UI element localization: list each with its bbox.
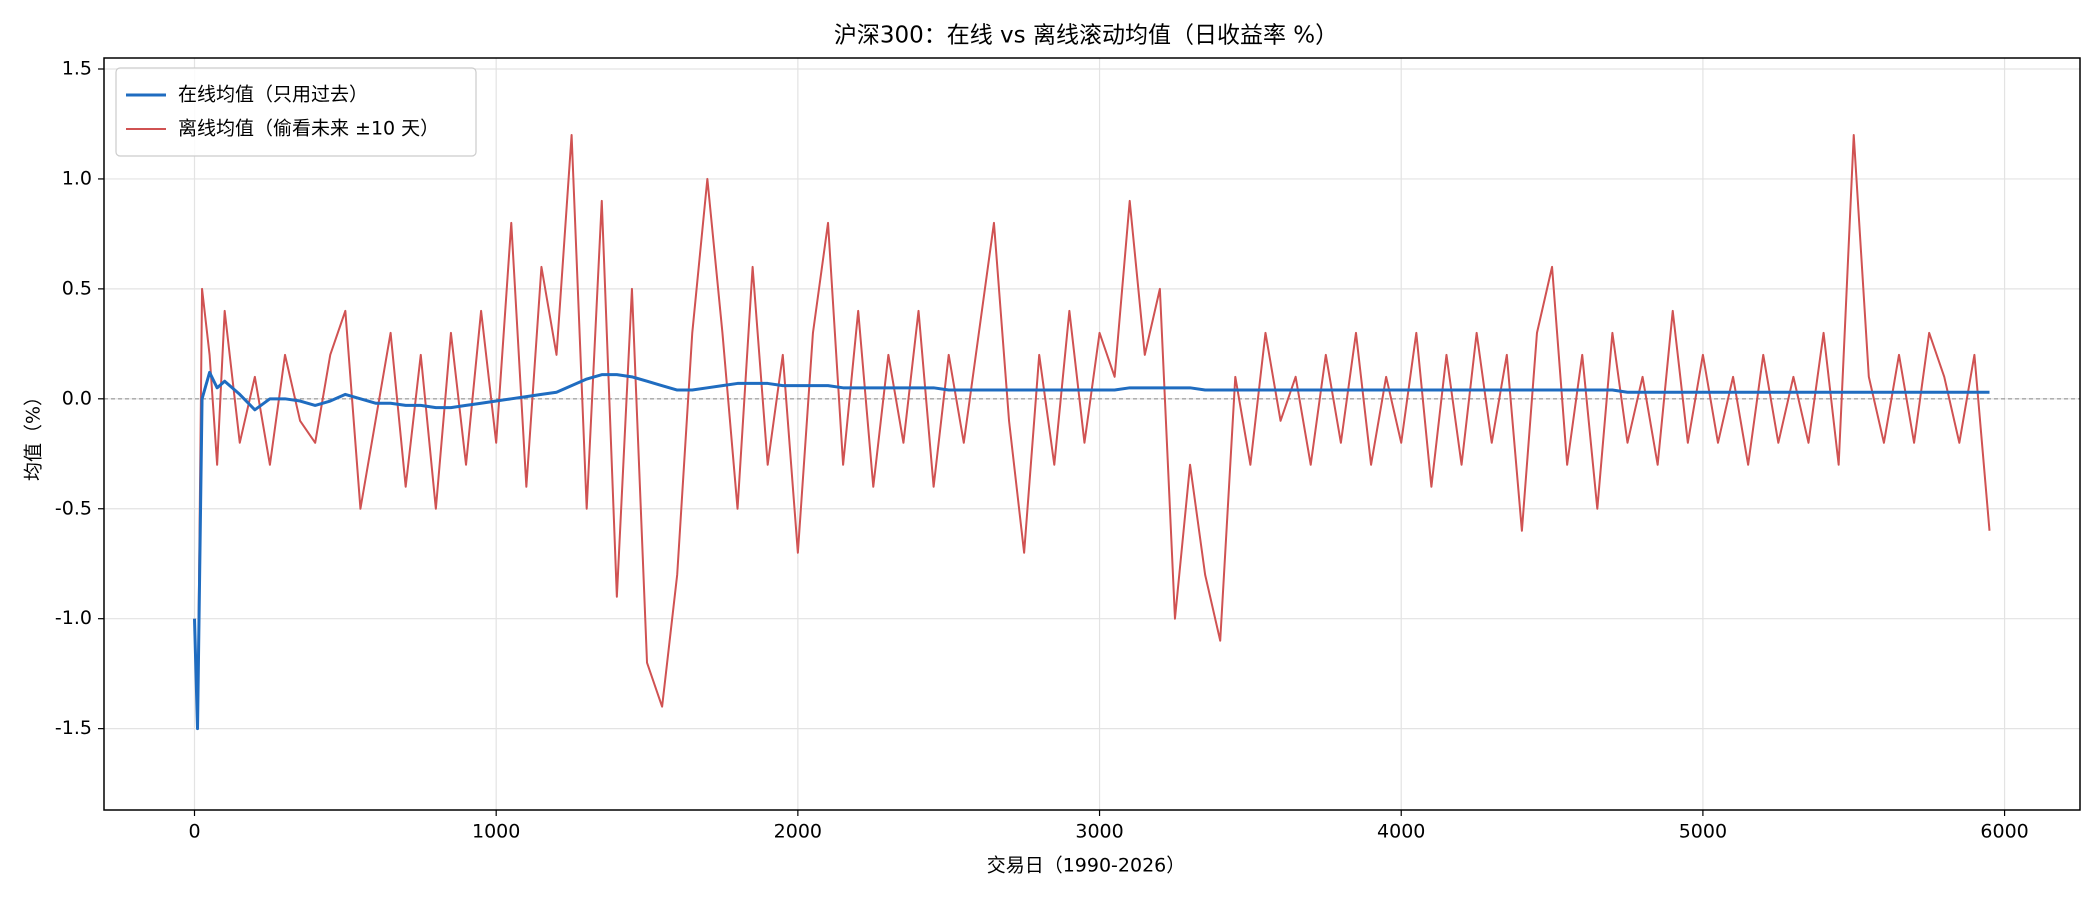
- legend-box: [115, 67, 477, 157]
- legend: 在线均值（只用过去） 离线均值（偷看未来 ±10 天）: [115, 67, 477, 157]
- x-tick-label: 4000: [1377, 821, 1425, 843]
- y-tick-label: 0.5: [62, 277, 92, 299]
- y-tick-label: -1.5: [55, 717, 92, 739]
- x-tick-label: 5000: [1679, 821, 1727, 843]
- x-tick-label: 0: [188, 821, 200, 843]
- plot-frame: [103, 57, 2081, 811]
- x-tick-label: 6000: [1980, 821, 2028, 843]
- data-line: [193, 370, 1990, 731]
- y-tick-label: -1.0: [55, 607, 92, 629]
- y-axis-label: 均值（%）: [23, 387, 45, 481]
- x-axis-label: 交易日（1990-2026）: [987, 855, 1186, 877]
- x-tick-label: 2000: [774, 821, 822, 843]
- chart-title: 沪深300：在线 vs 离线滚动均值（日收益率 %）: [834, 23, 1338, 49]
- x-tick-label: 1000: [472, 821, 520, 843]
- y-tick-label: 1.0: [62, 167, 92, 189]
- y-tick-label: 0.0: [62, 387, 92, 409]
- legend-label: 在线均值（只用过去）: [178, 84, 368, 106]
- data-line: [193, 133, 1991, 730]
- y-tick-label: -0.5: [55, 497, 92, 519]
- legend-label: 离线均值（偷看未来 ±10 天）: [178, 118, 439, 140]
- x-tick-label: 3000: [1075, 821, 1123, 843]
- y-tick-label: 1.5: [62, 57, 92, 79]
